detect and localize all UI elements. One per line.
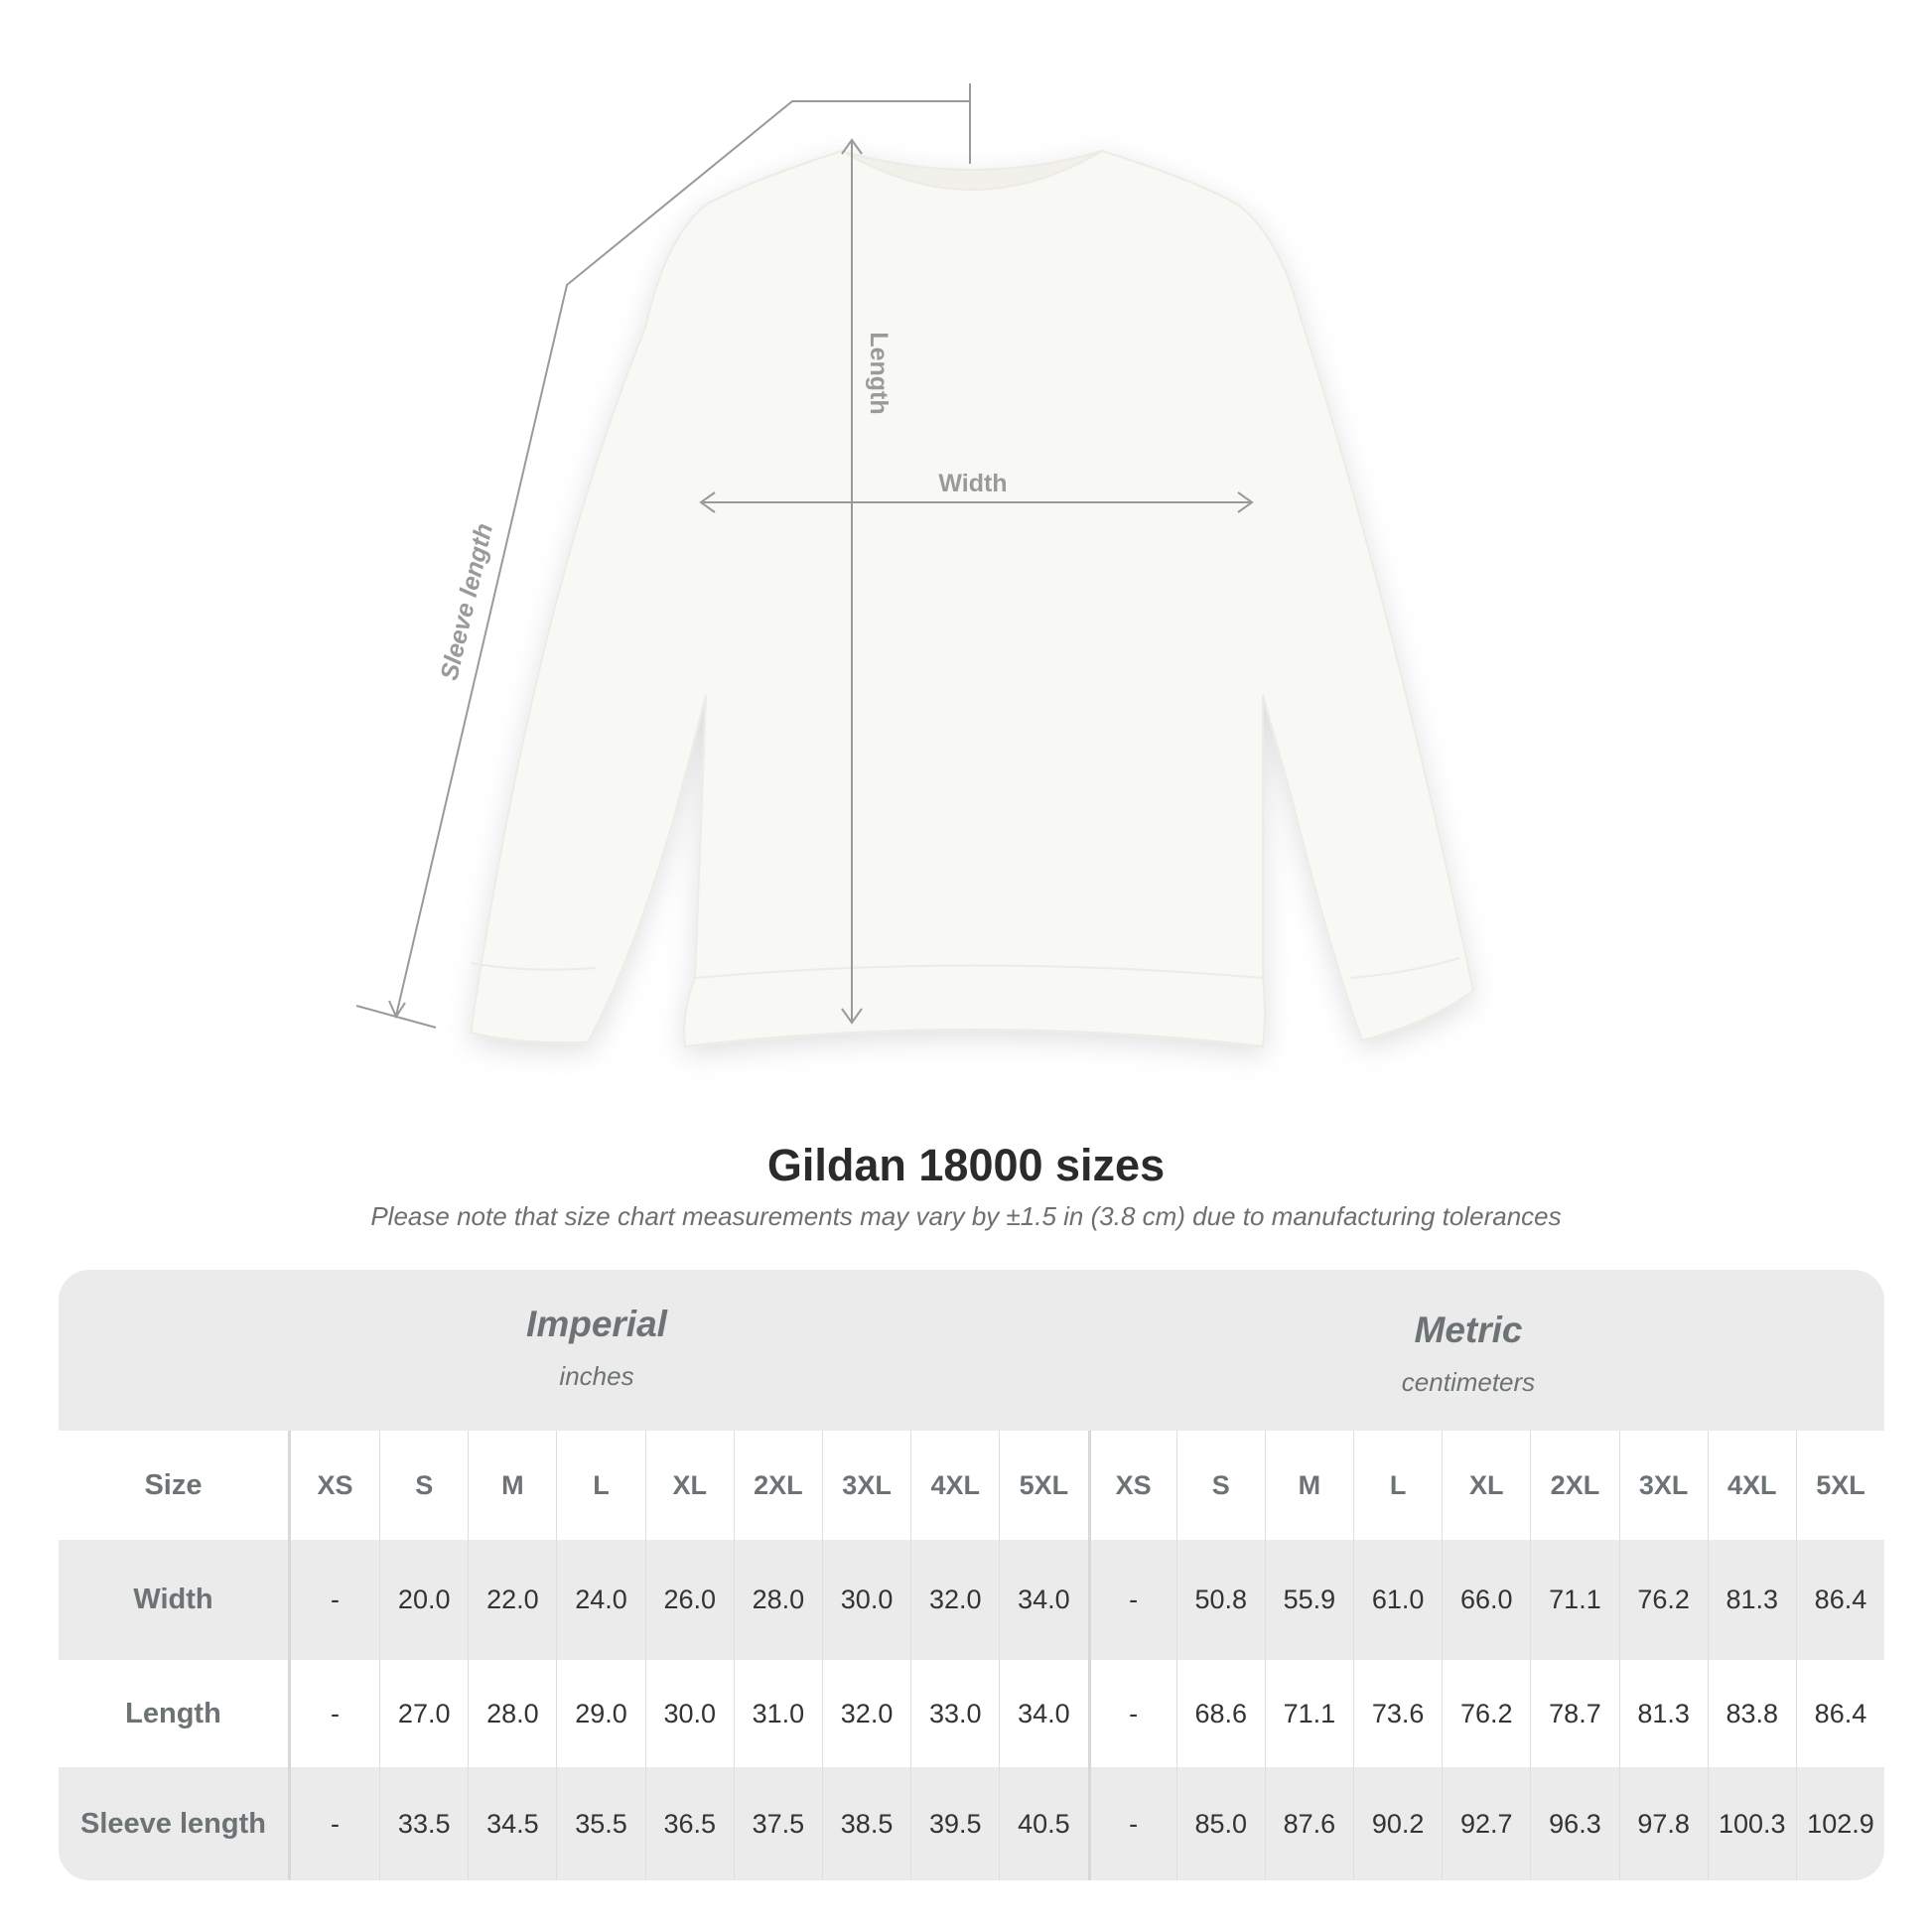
imperial-value-cell: 33.5: [379, 1767, 468, 1880]
imperial-size-header: 4XL: [910, 1431, 999, 1540]
imperial-value-cell: 35.5: [556, 1767, 644, 1880]
imperial-value-cell: -: [331, 1808, 341, 1839]
metric-unit: centimeters: [1401, 1367, 1536, 1397]
imperial-value-cell: 38.5: [821, 1767, 910, 1880]
metric-value-cell: 71.1: [1264, 1660, 1353, 1767]
row-label: Length: [59, 1660, 291, 1767]
imperial-header: Imperial inches: [299, 1304, 895, 1392]
metric-value-cell: 97.8: [1618, 1767, 1708, 1880]
metric-value-cell: 83.8: [1707, 1660, 1796, 1767]
metric-value-cell: 100.3: [1707, 1767, 1796, 1880]
metric-value-cell: 86.4: [1795, 1540, 1884, 1660]
metric-value-cell: 66.0: [1442, 1540, 1530, 1660]
imperial-value-cell: 20.0: [379, 1540, 468, 1660]
size-header-row: Size XS S M L XL 2XL 3XL 4XL 5XL XS S M L XL 2XL 3XL 4XL 5…: [59, 1431, 1884, 1540]
imperial-value-cell: 26.0: [644, 1540, 734, 1660]
metric-size-header: 4XL: [1707, 1431, 1796, 1540]
metric-value-cell: 76.2: [1442, 1660, 1530, 1767]
imperial-size-header: S: [379, 1431, 468, 1540]
page-title: Gildan 18000 sizes: [766, 1140, 1166, 1190]
tolerance-note: Please note that size chart measurements…: [370, 1201, 1562, 1231]
imperial-value-cell: 28.0: [468, 1660, 556, 1767]
imperial-value-cell: 29.0: [556, 1660, 644, 1767]
sweatshirt-diagram: Length Width Sleeve length: [355, 83, 1475, 1048]
imperial-value-cell: -: [331, 1585, 341, 1614]
metric-value-cell: 61.0: [1353, 1540, 1442, 1660]
metric-size-header: L: [1353, 1431, 1442, 1540]
imperial-size-header: 3XL: [821, 1431, 910, 1540]
imperial-value-cell: 30.0: [821, 1540, 910, 1660]
imperial-unit: inches: [559, 1361, 634, 1391]
metric-value-cell: 71.1: [1530, 1540, 1618, 1660]
imperial-value-cell: 34.0: [999, 1540, 1087, 1660]
imperial-value-cell: 22.0: [468, 1540, 556, 1660]
imperial-size-header: 5XL: [999, 1431, 1087, 1540]
metric-size-header: M: [1264, 1431, 1353, 1540]
imperial-value-cell: 32.0: [910, 1540, 999, 1660]
row-label: Width: [59, 1540, 291, 1660]
row-label: Size: [59, 1431, 291, 1540]
metric-size-header: XS: [1087, 1431, 1176, 1540]
metric-title: Metric: [1414, 1310, 1523, 1350]
width-label: Width: [938, 470, 1007, 497]
sleeve-line: [395, 100, 970, 1017]
measurement-lines: [355, 83, 1254, 1029]
metric-size-header: 3XL: [1618, 1431, 1708, 1540]
metric-value-cell: 87.6: [1264, 1767, 1353, 1880]
imperial-value-cell: 34.0: [999, 1660, 1087, 1767]
metric-value-cell: 81.3: [1707, 1540, 1796, 1660]
metric-header: Metric centimeters: [1171, 1310, 1766, 1398]
metric-size-header: 2XL: [1530, 1431, 1618, 1540]
metric-size-header: 5XL: [1795, 1431, 1884, 1540]
metric-size-header: S: [1175, 1431, 1265, 1540]
imperial-value-cell: 37.5: [733, 1767, 822, 1880]
imperial-title: Imperial: [526, 1304, 667, 1344]
imperial-value-cell: 28.0: [733, 1540, 822, 1660]
metric-value-cell: 68.6: [1175, 1660, 1265, 1767]
sweatshirt-image: [469, 149, 1475, 1048]
imperial-value-cell: 40.5: [999, 1767, 1087, 1880]
metric-value-cell: 50.8: [1175, 1540, 1265, 1660]
imperial-size-header: 2XL: [733, 1431, 822, 1540]
imperial-value-cell: 31.0: [733, 1660, 822, 1767]
metric-value-cell: 86.4: [1795, 1660, 1884, 1767]
metric-value-cell: -: [1087, 1767, 1176, 1880]
table-row: Sleeve length - 33.5 34.5 35.5 36.5 37.5 38.5 39…: [59, 1767, 1884, 1880]
metric-value-cell: 73.6: [1353, 1660, 1442, 1767]
imperial-size-header: L: [556, 1431, 644, 1540]
metric-value-cell: 102.9: [1795, 1767, 1884, 1880]
table-row: Length -27.0 28.0 29.0 30.0 31.0 32.0 33.0 34.0-…: [59, 1660, 1884, 1767]
metric-size-header: XL: [1442, 1431, 1530, 1540]
metric-value-cell: 90.2: [1353, 1767, 1442, 1880]
imperial-size-header: XS: [317, 1469, 353, 1500]
table-header-band: [59, 1270, 1884, 1431]
imperial-value-cell: 24.0: [556, 1540, 644, 1660]
imperial-value-cell: 36.5: [644, 1767, 734, 1880]
sleeve-length-label: Sleeve length: [435, 521, 498, 683]
imperial-value-cell: 30.0: [644, 1660, 734, 1767]
metric-value-cell: -: [1087, 1540, 1176, 1660]
metric-value-cell: 76.2: [1618, 1540, 1708, 1660]
imperial-value-cell: 27.0: [379, 1660, 468, 1767]
table-row: Width -20.0 22.0 24.0 26.0 28.0 30.0 32.0 34.0-5…: [59, 1540, 1884, 1660]
imperial-value-cell: -: [331, 1698, 341, 1728]
imperial-size-header: XL: [644, 1431, 734, 1540]
metric-value-cell: -: [1087, 1660, 1176, 1767]
size-table: Imperial inches Metric centimeters Size X…: [59, 1270, 1884, 1880]
metric-value-cell: 78.7: [1530, 1660, 1618, 1767]
metric-value-cell: 55.9: [1264, 1540, 1353, 1660]
row-label: Sleeve length: [59, 1767, 291, 1880]
imperial-value-cell: 33.0: [910, 1660, 999, 1767]
metric-value-cell: 92.7: [1442, 1767, 1530, 1880]
metric-value-cell: 81.3: [1618, 1660, 1708, 1767]
metric-value-cell: 96.3: [1530, 1767, 1618, 1880]
imperial-value-cell: 39.5: [910, 1767, 999, 1880]
imperial-size-header: M: [468, 1431, 556, 1540]
metric-value-cell: 85.0: [1175, 1767, 1265, 1880]
imperial-value-cell: 34.5: [468, 1767, 556, 1880]
length-label: Length: [865, 332, 893, 414]
imperial-value-cell: 32.0: [821, 1660, 910, 1767]
